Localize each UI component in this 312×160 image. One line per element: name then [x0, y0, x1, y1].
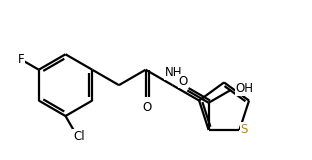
Text: S: S	[241, 123, 248, 136]
Text: Cl: Cl	[73, 130, 85, 143]
Text: NH: NH	[165, 67, 182, 80]
Text: O: O	[178, 75, 188, 88]
Text: OH: OH	[235, 82, 253, 95]
Text: F: F	[18, 53, 24, 66]
Text: O: O	[142, 101, 151, 115]
